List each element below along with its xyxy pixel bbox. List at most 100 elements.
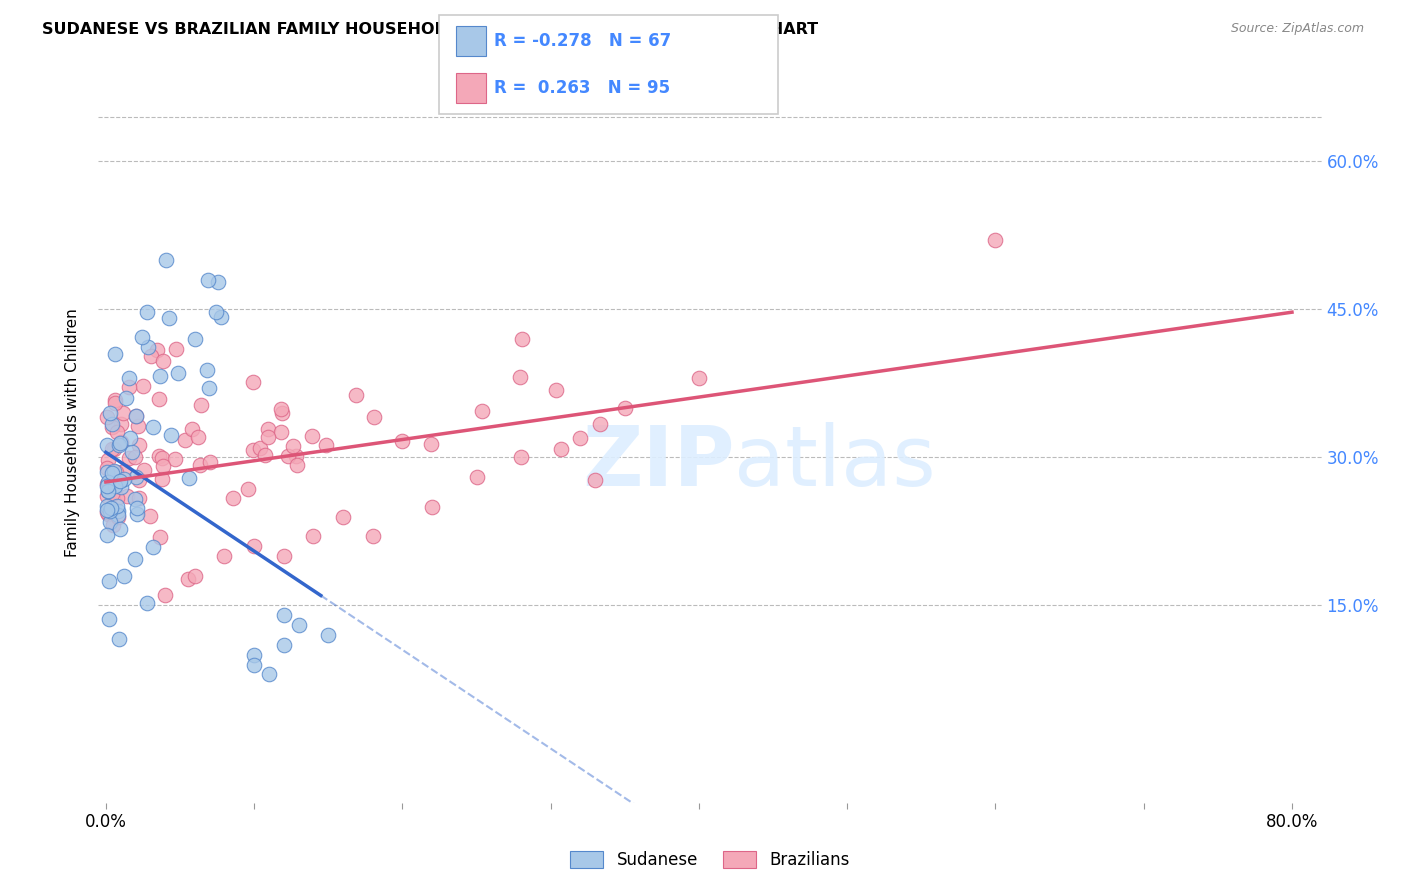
Point: [110, 417, 132, 432]
Point: [163, 451, 186, 466]
Point: [510, 332, 533, 346]
Point: [131, 330, 153, 344]
Point: [118, 371, 141, 385]
Point: [301, 428, 323, 442]
Point: [112, 465, 135, 479]
Point: [361, 529, 384, 543]
Text: R =  0.263   N = 95: R = 0.263 N = 95: [494, 79, 669, 97]
Point: [104, 392, 127, 407]
Point: [157, 311, 180, 326]
Point: [184, 568, 207, 582]
Point: [101, 466, 124, 480]
Point: [101, 487, 124, 501]
Point: [271, 407, 294, 421]
Point: [120, 431, 142, 445]
Point: [108, 438, 131, 452]
Point: [242, 375, 264, 389]
Point: [152, 353, 174, 368]
Point: [128, 491, 150, 505]
Point: [363, 410, 385, 425]
Point: [316, 628, 339, 642]
Point: [302, 529, 325, 543]
Point: [98, 406, 121, 420]
Point: [149, 530, 172, 544]
Point: [101, 417, 124, 432]
Point: [149, 369, 172, 384]
Point: [270, 401, 292, 416]
Point: [150, 451, 173, 466]
Point: [155, 252, 177, 267]
Point: [142, 420, 165, 434]
Point: [104, 479, 127, 493]
Point: [127, 501, 149, 516]
Point: [984, 233, 1007, 247]
Text: atlas: atlas: [734, 422, 936, 503]
Point: [136, 340, 159, 354]
Point: [124, 409, 146, 423]
Point: [98, 504, 121, 518]
Point: [118, 450, 141, 465]
Point: [249, 442, 271, 456]
Point: [221, 491, 243, 505]
Point: [285, 458, 308, 473]
Point: [103, 464, 125, 478]
Point: [209, 310, 232, 325]
Point: [96, 490, 118, 504]
Point: [176, 572, 198, 586]
Point: [98, 574, 121, 588]
Point: [97, 484, 120, 499]
Point: [112, 569, 135, 583]
Point: [125, 470, 148, 484]
Point: [283, 439, 305, 453]
Point: [96, 476, 118, 491]
Point: [257, 430, 280, 444]
Point: [159, 427, 181, 442]
Point: [420, 500, 443, 514]
Point: [96, 504, 118, 518]
Text: R = -0.278   N = 67: R = -0.278 N = 67: [494, 32, 671, 50]
Point: [214, 549, 236, 563]
Point: [198, 381, 221, 395]
Point: [104, 346, 127, 360]
Point: [243, 648, 266, 662]
Point: [207, 275, 229, 289]
Point: [145, 343, 167, 357]
Point: [420, 437, 443, 451]
Point: [277, 449, 299, 463]
Point: [112, 472, 135, 486]
Point: [104, 466, 127, 480]
Point: [108, 632, 131, 647]
Point: [243, 539, 266, 553]
Point: [177, 471, 200, 485]
Point: [254, 448, 277, 462]
Point: [142, 541, 165, 555]
Point: [107, 508, 129, 522]
Point: [509, 370, 531, 384]
Point: [583, 473, 606, 487]
Point: [124, 492, 146, 507]
Text: ZIP: ZIP: [582, 422, 734, 503]
Point: [117, 489, 139, 503]
Point: [108, 522, 131, 536]
Point: [195, 362, 218, 376]
Point: [135, 596, 157, 610]
Point: [107, 510, 129, 524]
Point: [470, 404, 492, 418]
Point: [96, 499, 118, 513]
Point: [273, 549, 295, 563]
Point: [166, 366, 188, 380]
Point: [688, 371, 710, 385]
Point: [107, 504, 129, 518]
Point: [174, 434, 197, 448]
Point: [108, 474, 131, 488]
Point: [111, 406, 134, 420]
Point: [273, 608, 295, 623]
Point: [96, 460, 118, 475]
Point: [204, 305, 226, 319]
Point: [391, 434, 413, 448]
Legend: Sudanese, Brazilians: Sudanese, Brazilians: [564, 845, 856, 876]
Point: [114, 391, 136, 405]
Point: [135, 305, 157, 319]
Point: [181, 422, 204, 436]
Point: [105, 499, 128, 513]
